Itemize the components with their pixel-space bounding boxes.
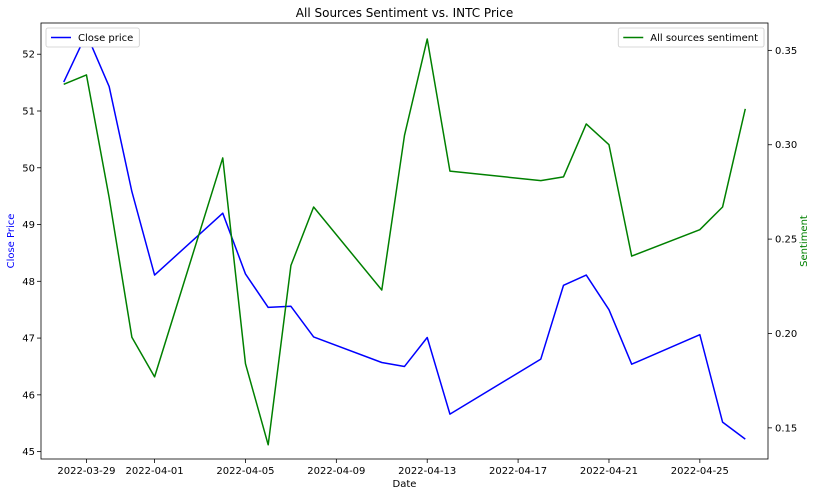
legend-sentiment: All sources sentiment [617, 27, 765, 48]
x-tick-label: 2022-04-25 [671, 466, 729, 477]
y-left-tick-label: 50 [22, 163, 35, 174]
y-left-tick-label: 46 [22, 390, 35, 401]
x-tick-label: 2022-04-17 [489, 466, 547, 477]
x-tick-label: 2022-04-21 [580, 466, 638, 477]
x-tick-label: 2022-04-13 [398, 466, 456, 477]
y-left-tick-label: 47 [22, 334, 35, 345]
legend-close-price: Close price [45, 27, 140, 48]
series-line-sentiment [63, 38, 747, 446]
y-left-tick-label: 45 [22, 447, 35, 458]
y-axis-left-label: Close Price [6, 214, 17, 269]
legend-box [45, 27, 140, 48]
y-right-tick-label: 0.30 [775, 140, 797, 151]
legend-label-close-price: Close price [78, 33, 133, 44]
chart-marks: 2022-03-29 2022-04-01 2022-04-05 2022-04-09… [22, 33, 797, 477]
legend-box [617, 27, 765, 48]
y-right-tick-label: 0.25 [775, 235, 797, 246]
y-right-tick-label: 0.35 [775, 46, 797, 57]
x-axis-label: Date [393, 479, 417, 490]
y-left-tick-label: 49 [22, 220, 35, 231]
plot-frame [40, 22, 769, 460]
x-tick-label: 2022-03-29 [57, 466, 115, 477]
y-left-tick-label: 52 [22, 50, 35, 61]
x-tick-label: 2022-04-01 [126, 466, 184, 477]
chart-title: All Sources Sentiment vs. INTC Price [296, 6, 513, 20]
y-axis-right-label: Sentiment [799, 215, 810, 267]
x-tick-label: 2022-04-05 [216, 466, 274, 477]
series-line-close-price [63, 33, 746, 440]
y-left-tick-label: 48 [22, 277, 35, 288]
y-right-tick-label: 0.15 [775, 423, 797, 434]
y-left-tick-label: 51 [22, 106, 35, 117]
x-tick-label: 2022-04-09 [307, 466, 365, 477]
y-right-tick-label: 0.20 [775, 329, 797, 340]
legend-label-sentiment: All sources sentiment [650, 33, 758, 44]
